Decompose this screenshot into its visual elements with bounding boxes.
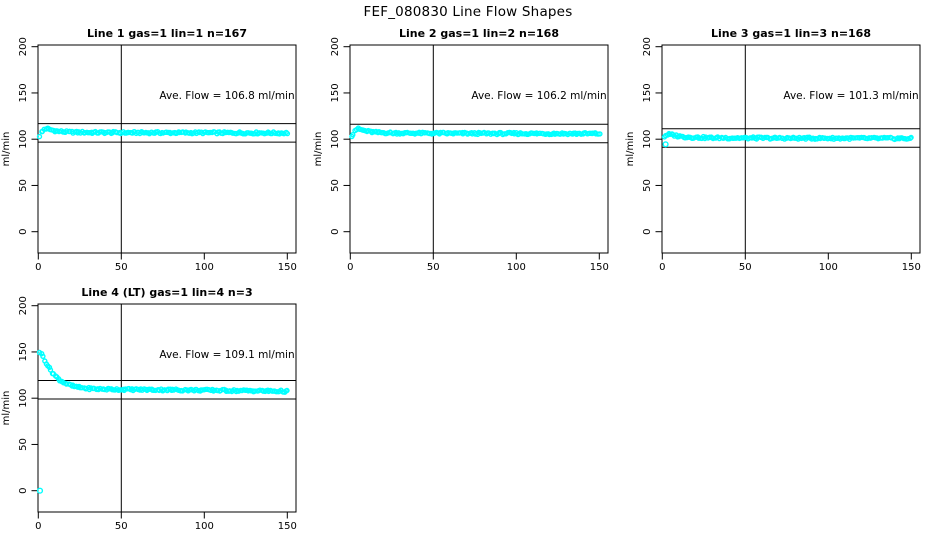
y-tick-label: 50 xyxy=(330,179,341,192)
x-tick-label: 50 xyxy=(739,262,752,273)
y-axis-label: ml/min xyxy=(313,132,324,167)
plot-box xyxy=(37,44,297,254)
x-tick-label: 100 xyxy=(195,521,214,532)
y-tick-label: 200 xyxy=(642,37,653,56)
y-tick-label: 150 xyxy=(330,83,341,102)
x-tick-label: 100 xyxy=(195,262,214,273)
panel-title: Line 2 gas=1 lin=2 n=168 xyxy=(399,27,559,40)
data-points xyxy=(349,125,603,140)
x-tick-label: 100 xyxy=(507,262,526,273)
x-tick-label: 0 xyxy=(347,262,353,273)
y-tick-label: 100 xyxy=(642,130,653,149)
x-tick-label: 50 xyxy=(115,262,128,273)
y-tick-label: 150 xyxy=(642,83,653,102)
y-tick-label: 100 xyxy=(18,389,29,408)
x-tick-label: 0 xyxy=(659,262,665,273)
y-tick-label: 150 xyxy=(18,342,29,361)
plot-svg-line-4: Line 4 (LT) gas=1 lin=4 n=3 0 50 100 150 0 50 1… xyxy=(1,286,297,532)
panel-title: Line 4 (LT) gas=1 lin=4 n=3 xyxy=(81,286,252,299)
y-tick-label: 200 xyxy=(18,296,29,315)
x-tick-label: 50 xyxy=(115,521,128,532)
y-tick-label: 0 xyxy=(330,229,341,235)
x-tick-label: 150 xyxy=(590,262,609,273)
data-points xyxy=(661,130,914,148)
y-tick-label: 0 xyxy=(18,229,29,235)
x-tick-label: 150 xyxy=(278,521,297,532)
plot-box xyxy=(37,303,297,513)
y-tick-label: 100 xyxy=(18,130,29,149)
y-tick-label: 50 xyxy=(642,179,653,192)
x-tick-label: 50 xyxy=(427,262,440,273)
x-tick-label: 0 xyxy=(35,262,41,273)
panel-title: Line 1 gas=1 lin=1 n=167 xyxy=(87,27,247,40)
outlier-point xyxy=(36,487,44,494)
y-axis-label: ml/min xyxy=(1,132,12,167)
y-axis-label: ml/min xyxy=(1,391,12,426)
y-tick-label: 0 xyxy=(642,229,653,235)
y-tick-label: 150 xyxy=(18,83,29,102)
y-tick-label: 200 xyxy=(18,37,29,56)
panel-line-2: Line 2 gas=1 lin=2 n=168 0 50 100 150 0 50 100 1… xyxy=(312,22,624,274)
data-points xyxy=(36,125,291,140)
panel-title: Line 3 gas=1 lin=3 n=168 xyxy=(711,27,871,40)
panel-line-1: Line 1 gas=1 lin=1 n=167 0 50 100 150 0 50 100 1… xyxy=(0,22,312,274)
x-tick-label: 150 xyxy=(902,262,921,273)
y-tick-label: 0 xyxy=(18,488,29,494)
panel-line-4: Line 4 (LT) gas=1 lin=4 n=3 0 50 100 150 0 50 1… xyxy=(0,281,312,533)
panel-line-3: Line 3 gas=1 lin=3 n=168 0 50 100 150 0 50 100 1… xyxy=(624,22,936,274)
ave-flow-annotation: Ave. Flow = 101.3 ml/min xyxy=(783,90,918,102)
plot-svg-line-1: Line 1 gas=1 lin=1 n=167 0 50 100 150 0 50 100 1… xyxy=(1,27,297,273)
ave-flow-annotation: Ave. Flow = 106.2 ml/min xyxy=(471,90,606,102)
y-tick-label: 200 xyxy=(330,37,341,56)
outlier-point xyxy=(662,141,669,148)
plot-box xyxy=(349,44,609,254)
y-axis-label: ml/min xyxy=(625,132,636,167)
x-tick-label: 150 xyxy=(278,262,297,273)
plot-box xyxy=(661,44,921,254)
plot-svg-line-3: Line 3 gas=1 lin=3 n=168 0 50 100 150 0 50 100 1… xyxy=(625,27,921,273)
y-tick-label: 100 xyxy=(330,130,341,149)
x-tick-label: 0 xyxy=(35,521,41,532)
plot-svg-line-2: Line 2 gas=1 lin=2 n=168 0 50 100 150 0 50 100 1… xyxy=(313,27,609,273)
ave-flow-annotation: Ave. Flow = 109.1 ml/min xyxy=(159,349,294,361)
data-points xyxy=(36,349,290,494)
y-tick-label: 50 xyxy=(18,438,29,451)
x-tick-label: 100 xyxy=(819,262,838,273)
y-tick-label: 50 xyxy=(18,179,29,192)
ave-flow-annotation: Ave. Flow = 106.8 ml/min xyxy=(159,90,294,102)
main-title: FEF_080830 Line Flow Shapes xyxy=(363,4,573,20)
